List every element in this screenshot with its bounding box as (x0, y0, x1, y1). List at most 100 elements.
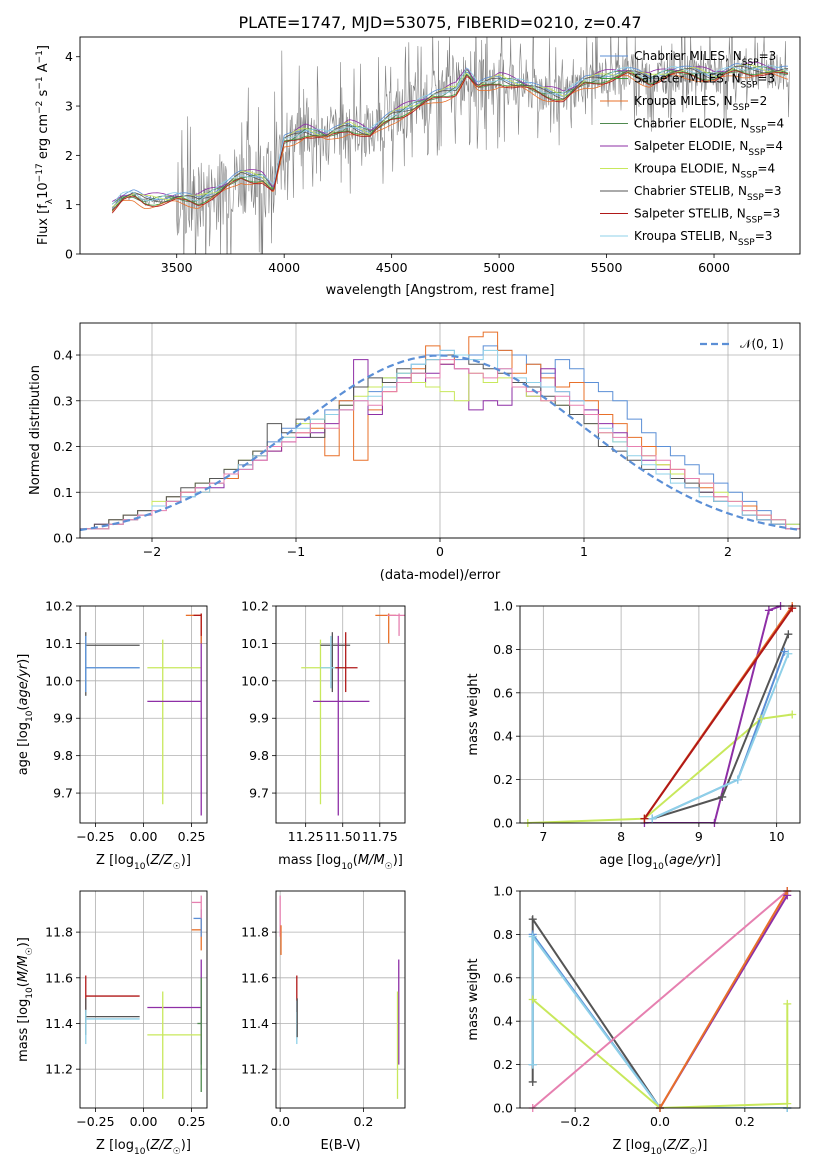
y-axis-label: Flux [fλ10−17 erg cm−2 s−1 A−1] (35, 45, 55, 245)
y-tick-label: 0.8 (493, 642, 513, 657)
panel-cumulative_age: 7 8 9 10 0.0 0.2 0.4 0.6 0.8 1.0 age [log10(age/yr… (466, 599, 801, 872)
gridlines (276, 891, 405, 1108)
plot-layer: 3500 4000 4500 5000 5500 6000 0 1 2 3 4 Chabrier MI… (16, 36, 801, 1157)
normal-curve (80, 354, 800, 532)
y-axis-label: Normed distribution (28, 365, 43, 495)
plot-area (279, 895, 400, 1099)
panel-residuals: −2 −1 0 1 2 0.0 0.1 0.2 0.3 0.4 𝒩(0, 1) (data-model… (28, 322, 801, 583)
plot-area (527, 606, 794, 823)
y-tick-label: 11.2 (45, 1062, 73, 1077)
point-marker (528, 1077, 537, 1086)
x-axis-label: wavelength [Angstrom, rest frame] (326, 283, 555, 298)
point-marker (764, 606, 773, 615)
x-tick-label: −1 (287, 544, 305, 559)
x-axis-label: E(B-V) (320, 1138, 360, 1153)
x-tick-label: 2 (724, 544, 732, 559)
y-tick-label: 10.0 (45, 673, 73, 688)
x-tick-label: 11.75 (362, 829, 398, 844)
x-tick-label: 0.00 (130, 1114, 158, 1129)
y-tick-label: 0.4 (493, 1014, 513, 1029)
y-tick-label: 11.4 (45, 1016, 73, 1031)
axes-frame (275, 890, 406, 1109)
y-tick-label: 11.8 (45, 925, 73, 940)
x-tick-label: 7 (539, 829, 547, 844)
cumulative-line (643, 607, 794, 820)
legend-label: Chabrier MILES, NSSP=3 (634, 49, 776, 68)
y-tick-label: 10.2 (241, 599, 269, 614)
y-tick-label: 9.8 (53, 748, 73, 763)
x-tick-label: 1 (580, 544, 588, 559)
legend-label: Chabrier STELIB, NSSP=3 (634, 184, 782, 203)
axes-frame (79, 322, 801, 539)
y-tick-label: 0.2 (53, 439, 73, 454)
y-tick-label: 9.7 (249, 786, 269, 801)
y-tick-label: 10.0 (241, 673, 269, 688)
point-marker (733, 775, 742, 784)
panel-spectrum: 3500 4000 4500 5000 5500 6000 0 1 2 3 4 Chabrier MI… (35, 36, 801, 298)
cumulative-line (651, 651, 786, 820)
x-tick-label: 10 (769, 829, 785, 844)
y-tick-label: 3 (65, 99, 73, 114)
y-tick-label: 0 (65, 247, 73, 262)
x-axis-label: Z [log10(Z/Z☉)] (96, 1138, 191, 1157)
point-marker (528, 932, 537, 941)
point-marker (528, 995, 537, 1004)
point-marker (528, 1060, 537, 1069)
y-tick-label: 10.2 (45, 599, 73, 614)
y-tick-label: 0.3 (53, 393, 73, 408)
legend-label: Salpeter STELIB, NSSP=3 (634, 207, 780, 226)
point-marker (788, 604, 797, 613)
x-tick-label: 3500 (161, 260, 193, 275)
y-axis-label: age [log10(age/yr)] (16, 654, 35, 776)
y-tick-label: 1 (65, 197, 73, 212)
figure-title: PLATE=1747, MJD=53075, FIBERID=0210, z=0… (238, 13, 641, 32)
x-tick-label: 9 (695, 829, 703, 844)
y-tick-label: 0.4 (493, 729, 513, 744)
x-tick-label: 0.00 (130, 829, 158, 844)
y-tick-label: 10.1 (45, 636, 73, 651)
y-tick-label: 11.4 (241, 1016, 269, 1031)
point-marker (648, 814, 657, 823)
y-tick-label: 0.8 (493, 927, 513, 942)
x-tick-label: 0.0 (650, 1114, 670, 1129)
x-tick-label: −0.2 (560, 1114, 590, 1129)
legend-label: Kroupa STELIB, NSSP=3 (634, 229, 772, 248)
x-tick-label: 0.2 (735, 1114, 755, 1129)
x-axis-label: (data-model)/error (380, 568, 501, 583)
y-tick-label: 9.9 (249, 711, 269, 726)
y-tick-label: 4 (65, 49, 73, 64)
point-marker (783, 1099, 792, 1108)
cumulative-line (532, 891, 788, 1108)
y-tick-label: 11.8 (241, 925, 269, 940)
point-marker (718, 792, 727, 801)
model-line (112, 61, 789, 202)
point-marker (783, 999, 792, 1008)
y-axis-label: mass [log10(M/M☉)] (16, 937, 35, 1062)
axes-frame (79, 890, 208, 1109)
x-tick-label: 4000 (268, 260, 300, 275)
x-tick-label: 0.25 (178, 829, 206, 844)
axes-frame (79, 605, 208, 824)
point-marker (788, 710, 797, 719)
plot-area (85, 613, 202, 816)
plot-area (80, 331, 800, 532)
x-tick-label: 11.50 (325, 829, 361, 844)
y-tick-label: 0.0 (493, 1101, 513, 1116)
y-tick-label: 0.1 (53, 485, 73, 500)
cumulative-line (651, 633, 790, 820)
point-marker (528, 915, 537, 924)
gridlines (80, 891, 207, 1108)
y-tick-label: 0.2 (493, 1057, 513, 1072)
x-tick-label: 5000 (483, 260, 515, 275)
y-tick-label: 11.2 (241, 1062, 269, 1077)
x-tick-label: 11.25 (288, 829, 324, 844)
x-tick-label: 8 (617, 829, 625, 844)
panel-age_vs_Z: −0.25 0.00 0.25 9.7 9.8 9.9 10.0 10.1 10.2 Z [log… (16, 599, 208, 872)
histogram-step (80, 349, 800, 530)
axes-frame (79, 36, 801, 255)
legend-label: Salpeter MILES, NSSP=3 (634, 72, 775, 91)
y-axis-label: mass weight (466, 958, 481, 1040)
point-marker (757, 714, 766, 723)
plot-area (85, 895, 202, 1099)
